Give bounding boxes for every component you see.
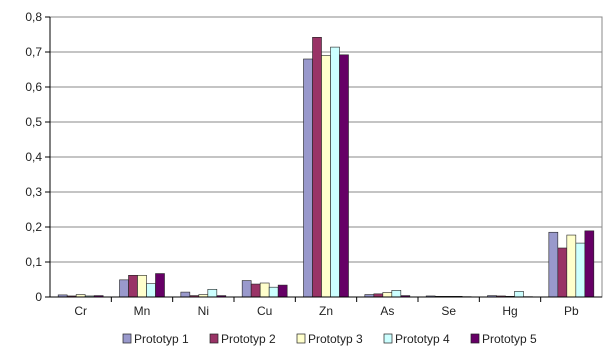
- bar-mn-series-2: [128, 274, 138, 298]
- legend-label-series-4: Prototyp 4: [395, 332, 450, 346]
- bar-pb-series-2: [557, 247, 568, 298]
- bar-mn-series-5: [155, 273, 165, 298]
- y-tick-label: 0: [35, 290, 42, 304]
- y-tick-label: 0,1: [25, 255, 42, 269]
- bar-mn-series-4: [146, 283, 156, 298]
- bar-cu-series-2: [250, 283, 261, 298]
- legend-label-series-5: Prototyp 5: [482, 332, 537, 346]
- x-tick-labels: Cr Mn Ni Cu Zn As Se Hg Pb: [74, 297, 579, 318]
- bar-mn-series-1: [119, 279, 129, 298]
- bar-zn-series-5: [339, 54, 349, 298]
- legend-label-series-1: Prototyp 1: [134, 332, 189, 346]
- bar-zn-series-4: [330, 46, 340, 298]
- legend-swatch-series-3: [296, 333, 306, 344]
- bar-mn-series-3: [137, 274, 147, 298]
- y-tick-label: 0,4: [25, 150, 42, 164]
- bar-ni-series-1: [180, 291, 191, 298]
- x-tick-label: Mn: [134, 304, 151, 318]
- bar-pb-series-3: [566, 234, 577, 298]
- x-tick-label: As: [380, 304, 394, 318]
- y-tick-label: 0,5: [25, 115, 42, 129]
- legend-label-series-3: Prototyp 3: [308, 332, 363, 346]
- bar-hg-series-4: [514, 291, 524, 298]
- bar-zn-series-2: [312, 36, 322, 298]
- y-tick-label: 0,6: [25, 80, 42, 94]
- legend-swatch-series-4: [383, 333, 393, 344]
- y-tick-label: 0,7: [25, 45, 42, 59]
- bar-pb-series-1: [548, 231, 559, 298]
- x-tick-label: Ni: [198, 304, 209, 318]
- x-tick-label: Hg: [502, 304, 517, 318]
- legend-swatch-series-5: [470, 333, 480, 344]
- x-tick-label: Se: [441, 304, 456, 318]
- x-tick-label: Cu: [257, 304, 272, 318]
- bar-cu-series-4: [268, 286, 279, 298]
- y-tick-label: 0,2: [25, 220, 42, 234]
- bar-as-series-4: [391, 290, 402, 298]
- legend-swatch-series-1: [122, 333, 132, 344]
- bar-cu-series-3: [259, 282, 270, 298]
- y-tick-label: 0,3: [25, 185, 42, 199]
- bar-cu-series-1: [241, 280, 252, 298]
- y-tick-labels: 0 0,1 0,2 0,3 0,4 0,5 0,6 0,7 0,8: [25, 10, 50, 304]
- bar-as-series-3: [382, 292, 393, 298]
- x-tick-label: Pb: [564, 304, 579, 318]
- bar-zn-series-3: [321, 55, 331, 298]
- bar-cu-series-5: [277, 284, 288, 298]
- x-tick-label: Zn: [319, 304, 333, 318]
- bar-zn-series-1: [303, 58, 313, 298]
- bars: [57, 36, 595, 298]
- bar-pb-series-4: [575, 242, 586, 298]
- x-tick-label: Cr: [74, 304, 87, 318]
- legend-label-series-2: Prototyp 2: [221, 332, 276, 346]
- bar-ni-series-4: [207, 288, 218, 298]
- legend: Prototyp 1 Prototyp 2 Prototyp 3 Prototyp 4…: [122, 332, 537, 346]
- bar-pb-series-5: [584, 230, 595, 298]
- y-tick-label: 0,8: [25, 10, 42, 24]
- legend-swatch-series-2: [209, 333, 219, 344]
